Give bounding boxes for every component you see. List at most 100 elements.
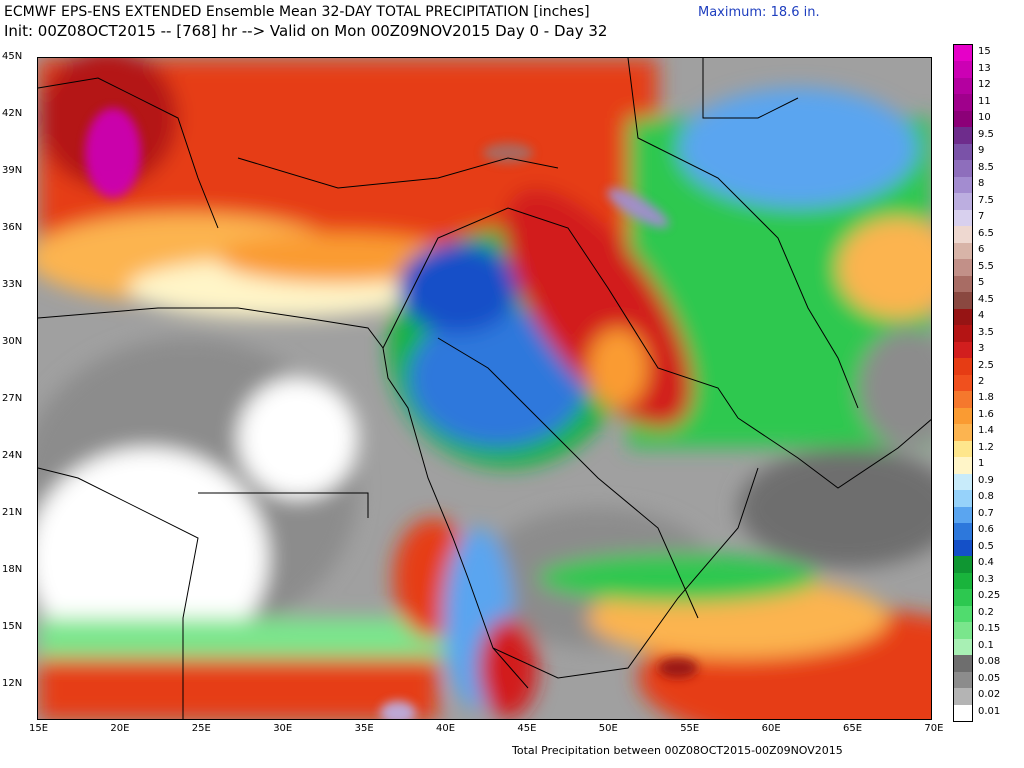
legend-swatch [954, 523, 972, 541]
legend-swatch [954, 308, 972, 326]
legend-swatch [954, 226, 972, 244]
lat-label: 42N [2, 108, 23, 119]
legend-label: 2.5 [978, 359, 994, 371]
legend-swatch [954, 94, 972, 112]
legend-swatch [954, 424, 972, 442]
legend-label: 12 [978, 79, 991, 91]
footer-caption: Total Precipitation between 00Z08OCT2015… [512, 744, 843, 757]
legend-label: 11 [978, 95, 991, 107]
legend-swatch [954, 506, 972, 524]
legend-swatch [954, 539, 972, 557]
lat-label: 18N [2, 564, 23, 575]
legend-label: 0.1 [978, 639, 994, 651]
legend-swatch [954, 259, 972, 277]
legend-swatch [954, 457, 972, 475]
legend-label: 0.7 [978, 507, 994, 519]
legend-label: 0.02 [978, 689, 1001, 701]
lat-label: 30N [2, 336, 23, 347]
legend-label: 1 [978, 458, 985, 470]
legend-swatch [954, 176, 972, 194]
legend-swatch [954, 688, 972, 705]
map-title: ECMWF EPS-ENS EXTENDED Ensemble Mean 32-… [4, 4, 590, 20]
legend-label: 5.5 [978, 260, 994, 272]
legend-label: 13 [978, 62, 991, 74]
legend-swatch [954, 127, 972, 145]
legend-swatch [954, 45, 972, 62]
legend-swatch [954, 275, 972, 293]
legend-label: 6.5 [978, 227, 994, 239]
lon-label: 50E [598, 723, 618, 734]
legend-label: 0.01 [978, 705, 1001, 717]
legend-label: 9 [978, 145, 985, 157]
lat-label: 27N [2, 393, 23, 404]
legend-swatch [954, 671, 972, 689]
legend-swatch [954, 407, 972, 425]
lat-label: 45N [2, 51, 23, 62]
legend-swatch [954, 589, 972, 607]
legend-label: 0.4 [978, 557, 994, 569]
legend-swatch [954, 292, 972, 310]
lon-label: 35E [354, 723, 374, 734]
lon-label: 40E [436, 723, 456, 734]
precipitation-field [38, 58, 931, 719]
legend-swatch [954, 440, 972, 458]
legend-label: 10 [978, 112, 991, 124]
lat-label: 33N [2, 279, 23, 290]
legend-swatch [954, 242, 972, 260]
legend-label: 4 [978, 310, 985, 322]
legend-swatch [954, 556, 972, 574]
lon-label: 15E [29, 723, 49, 734]
legend-swatch [954, 391, 972, 409]
legend-swatch [954, 605, 972, 623]
legend-label: 0.25 [978, 590, 1001, 602]
legend-label: 0.6 [978, 524, 994, 536]
legend-label: 0.08 [978, 656, 1001, 668]
lon-label: 70E [924, 723, 944, 734]
legend-label: 1.6 [978, 408, 994, 420]
legend-swatch [954, 490, 972, 508]
lon-label: 65E [843, 723, 863, 734]
legend-label: 3.5 [978, 326, 994, 338]
legend-label: 0.8 [978, 491, 994, 503]
legend-label: 3 [978, 343, 985, 355]
legend-label: 0.15 [978, 623, 1001, 635]
legend-label: 0.3 [978, 573, 994, 585]
precipitation-map [37, 57, 932, 720]
legend-swatch [954, 193, 972, 211]
lat-label: 36N [2, 222, 23, 233]
legend-label: 6 [978, 244, 985, 256]
legend-swatch [954, 160, 972, 178]
legend-swatch [954, 77, 972, 95]
maximum-value-label: Maximum: 18.6 in. [698, 5, 820, 20]
lon-label: 60E [761, 723, 781, 734]
legend-swatch [954, 655, 972, 673]
legend-label: 2 [978, 376, 985, 387]
legend-label: 8 [978, 178, 985, 190]
lon-label: 55E [680, 723, 700, 734]
lat-label: 39N [2, 165, 23, 176]
legend-swatch [954, 704, 972, 722]
legend-swatch [954, 325, 972, 343]
lat-label: 12N [2, 678, 23, 689]
lat-label: 24N [2, 450, 23, 461]
legend-swatch [954, 61, 972, 79]
lat-label: 15N [2, 621, 23, 632]
lon-label: 25E [191, 723, 211, 734]
legend-label: 15 [978, 46, 991, 58]
precipitation-legend [953, 44, 973, 722]
lon-label: 30E [273, 723, 293, 734]
legend-label: 5 [978, 277, 985, 289]
map-init-valid-line: Init: 00Z08OCT2015 -- [768] hr --> Valid… [4, 22, 608, 40]
legend-swatch [954, 209, 972, 227]
lon-label: 45E [517, 723, 537, 734]
legend-label: 7.5 [978, 194, 994, 206]
legend-swatch [954, 341, 972, 359]
lat-label: 21N [2, 507, 23, 518]
lon-label: 20E [110, 723, 130, 734]
legend-label: 7 [978, 211, 985, 223]
legend-label: 0.05 [978, 672, 1001, 684]
legend-label: 1.4 [978, 425, 994, 437]
legend-swatch [954, 622, 972, 640]
legend-swatch [954, 638, 972, 656]
legend-label: 0.2 [978, 606, 994, 618]
